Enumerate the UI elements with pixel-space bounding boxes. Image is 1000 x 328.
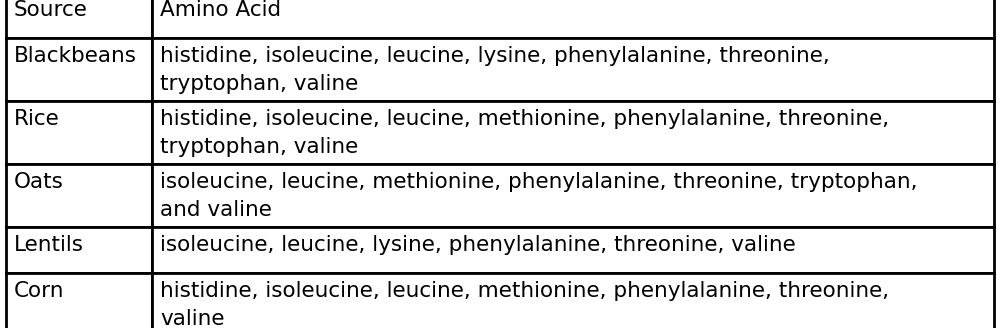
Bar <box>152 273 994 328</box>
Text: Corn: Corn <box>14 281 64 301</box>
Bar <box>6 164 152 227</box>
Bar <box>152 164 994 227</box>
Bar <box>6 273 152 328</box>
Bar <box>152 227 994 273</box>
Bar <box>6 101 152 164</box>
Text: Lentils: Lentils <box>14 235 84 255</box>
Text: histidine, isoleucine, leucine, methionine, phenylalanine, threonine,
valine: histidine, isoleucine, leucine, methioni… <box>160 281 889 328</box>
Bar <box>152 38 994 101</box>
Text: Source: Source <box>14 0 88 20</box>
Bar <box>152 0 994 38</box>
Text: Rice: Rice <box>14 109 60 129</box>
Bar <box>6 227 152 273</box>
Bar <box>152 101 994 164</box>
Text: isoleucine, leucine, methionine, phenylalanine, threonine, tryptophan,
and valin: isoleucine, leucine, methionine, phenyla… <box>160 172 918 220</box>
Text: histidine, isoleucine, leucine, methionine, phenylalanine, threonine,
tryptophan: histidine, isoleucine, leucine, methioni… <box>160 109 889 157</box>
Bar <box>6 38 152 101</box>
Text: histidine, isoleucine, leucine, lysine, phenylalanine, threonine,
tryptophan, va: histidine, isoleucine, leucine, lysine, … <box>160 46 830 94</box>
Text: isoleucine, leucine, lysine, phenylalanine, threonine, valine: isoleucine, leucine, lysine, phenylalani… <box>160 235 796 255</box>
Bar <box>6 0 152 38</box>
Text: Oats: Oats <box>14 172 64 192</box>
Text: Blackbeans: Blackbeans <box>14 46 137 66</box>
Text: Amino Acid: Amino Acid <box>160 0 281 20</box>
